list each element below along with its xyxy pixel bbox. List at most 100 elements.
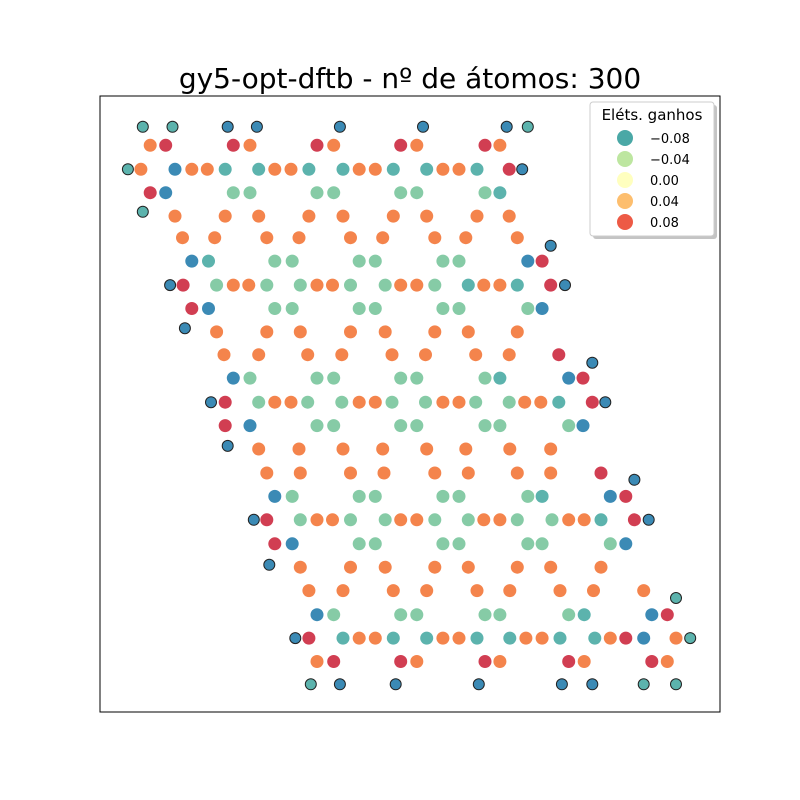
atom-point-106 <box>521 302 535 315</box>
atom-point-233 <box>544 560 558 574</box>
atom-point-168 <box>252 442 266 456</box>
atom-point-14 <box>394 138 408 152</box>
atom-point-211 <box>562 513 576 527</box>
atom-point-138 <box>218 395 232 409</box>
atom-point-98 <box>185 302 199 315</box>
atom-point-225 <box>619 537 633 551</box>
atom-point-52 <box>302 209 316 223</box>
atom-point-82 <box>242 278 256 292</box>
atom-point-48 <box>136 205 149 218</box>
atom-point-68 <box>185 254 199 268</box>
atom-point-80 <box>210 278 224 292</box>
atom-point-116 <box>510 325 524 339</box>
atom-point-93 <box>477 278 491 292</box>
atom-point-30 <box>368 162 382 176</box>
atom-point-99 <box>202 302 215 315</box>
atom-point-27 <box>302 162 316 176</box>
atom-point-119 <box>301 348 315 362</box>
atom-point-213 <box>594 513 608 527</box>
atom-point-222 <box>521 537 535 551</box>
atom-point-22 <box>200 162 214 176</box>
atom-point-166 <box>576 419 590 433</box>
atom-point-210 <box>545 513 559 527</box>
atom-point-292 <box>670 678 682 691</box>
legend-entries: −0.08 −0.04 0.00 0.04 0.08 <box>617 130 690 231</box>
atom-point-157 <box>218 419 232 433</box>
atom-point-103 <box>368 302 382 315</box>
scatter-points <box>121 120 697 691</box>
atom-point-97 <box>559 279 571 292</box>
atom-point-246 <box>327 608 341 622</box>
atom-point-78 <box>164 279 177 292</box>
atom-point-247 <box>394 608 408 622</box>
atom-point-12 <box>310 138 324 152</box>
atom-point-95 <box>510 278 524 292</box>
atom-point-146 <box>385 395 399 409</box>
atom-point-127 <box>226 371 240 385</box>
atom-point-287 <box>389 678 402 691</box>
atom-point-200 <box>326 513 339 527</box>
atom-point-129 <box>310 371 324 385</box>
atom-point-46 <box>478 186 492 200</box>
atom-point-245 <box>310 608 324 622</box>
atom-point-123 <box>469 348 483 362</box>
atom-point-124 <box>502 348 516 362</box>
atom-point-142 <box>301 395 315 409</box>
atom-point-36 <box>502 162 516 176</box>
atom-point-151 <box>502 395 516 409</box>
atom-point-187 <box>285 489 299 503</box>
atom-point-240 <box>503 584 517 598</box>
atom-point-84 <box>293 278 307 292</box>
atom-point-162 <box>410 419 424 433</box>
atom-point-227 <box>293 560 307 574</box>
atom-point-37 <box>516 163 529 176</box>
atom-point-223 <box>535 537 549 551</box>
atom-point-260 <box>386 631 400 645</box>
atom-point-224 <box>603 537 617 551</box>
atom-point-126 <box>586 356 599 369</box>
atom-point-108 <box>178 322 191 335</box>
atom-point-171 <box>376 442 390 456</box>
atom-point-33 <box>436 162 450 176</box>
atom-point-259 <box>368 631 382 645</box>
atom-point-55 <box>420 209 434 223</box>
atom-point-266 <box>519 631 533 645</box>
atom-point-154 <box>552 395 566 409</box>
atom-point-159 <box>310 419 324 433</box>
atom-point-91 <box>428 278 442 292</box>
atom-point-28 <box>336 162 350 176</box>
atom-point-81 <box>226 278 240 292</box>
atom-point-208 <box>493 513 507 527</box>
atom-point-31 <box>386 162 400 176</box>
legend-label-3: 0.04 <box>650 195 679 210</box>
atom-point-204 <box>410 513 424 527</box>
plot-frame <box>99 95 721 713</box>
atom-point-212 <box>577 513 591 527</box>
atom-point-62 <box>344 231 357 245</box>
atom-point-198 <box>293 513 307 527</box>
atom-point-57 <box>502 209 516 223</box>
atom-point-267 <box>535 631 549 645</box>
atom-point-289 <box>555 678 568 691</box>
atom-point-153 <box>534 395 548 409</box>
atom-point-206 <box>461 513 475 527</box>
atom-point-167 <box>221 439 234 452</box>
legend-label-0: −0.08 <box>650 132 690 147</box>
atom-point-79 <box>176 278 190 292</box>
atom-point-205 <box>428 513 442 527</box>
atom-point-118 <box>252 348 266 362</box>
legend-marker-4 <box>617 214 633 230</box>
atom-point-77 <box>535 254 549 268</box>
legend-title: Eléts. ganhos <box>602 106 703 124</box>
atom-point-32 <box>420 162 434 176</box>
atom-point-284 <box>660 655 674 668</box>
atom-point-221 <box>452 537 466 551</box>
atom-point-9 <box>159 138 173 152</box>
atom-point-141 <box>284 395 298 409</box>
atom-point-180 <box>428 466 442 480</box>
atom-point-217 <box>285 537 299 551</box>
atom-point-44 <box>394 186 408 200</box>
atom-point-122 <box>419 348 432 362</box>
atom-point-16 <box>478 138 492 152</box>
atom-point-133 <box>478 371 492 385</box>
